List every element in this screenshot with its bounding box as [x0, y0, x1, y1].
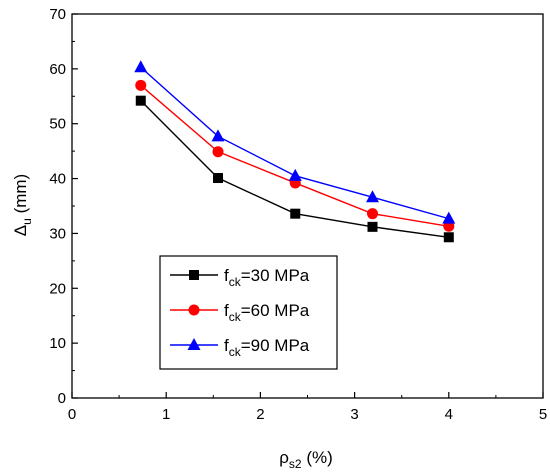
legend-label: fck=30 MPa [224, 266, 310, 289]
legend-item: fck=60 MPa [170, 301, 310, 324]
x-tick-label: 0 [68, 406, 76, 423]
x-tick-label: 5 [539, 406, 547, 423]
data-point [367, 221, 378, 232]
series-1 [135, 95, 454, 243]
x-axis: 0 1 2 3 4 5 [68, 392, 547, 423]
y-tick-label: 70 [49, 6, 66, 23]
y-tick-label: 40 [49, 171, 66, 188]
x-tick-label: 3 [350, 406, 358, 423]
data-point [365, 190, 379, 203]
legend-label: fck=60 MPa [224, 301, 310, 324]
series-layer [134, 60, 456, 243]
legend: fck=30 MPa fck=60 MPa fck=90 MPa [159, 255, 338, 370]
data-point [211, 129, 225, 142]
data-point [443, 232, 454, 243]
series-line [140, 66, 449, 220]
data-point [366, 208, 378, 220]
legend-item: fck=90 MPa [170, 336, 310, 359]
y-axis: 0 10 20 30 40 50 60 70 [49, 6, 78, 407]
x-axis-title: ρs2 (%) [279, 448, 333, 471]
data-point [135, 95, 146, 106]
data-point [442, 211, 456, 224]
legend-label: fck=90 MPa [224, 336, 310, 359]
data-point [134, 60, 148, 73]
legend-item: fck=30 MPa [170, 266, 310, 289]
y-tick-label: 0 [58, 390, 66, 407]
x-tick-label: 1 [162, 406, 170, 423]
y-tick-label: 10 [49, 335, 66, 352]
x-tick-label: 2 [256, 406, 264, 423]
data-point [290, 208, 301, 219]
legend-marker [187, 338, 201, 350]
data-point [212, 146, 224, 158]
y-axis-title: Δu (mm) [11, 174, 34, 236]
data-point [288, 168, 302, 181]
y-tick-label: 30 [49, 225, 66, 242]
y-tick-label: 60 [49, 61, 66, 78]
legend-marker [188, 304, 200, 316]
x-tick-label: 4 [445, 406, 453, 423]
legend-marker [189, 270, 199, 280]
data-point [213, 173, 224, 184]
series-3 [134, 60, 456, 224]
y-tick-label: 50 [49, 116, 66, 133]
y-tick-label: 20 [49, 280, 66, 297]
data-point [135, 79, 147, 91]
